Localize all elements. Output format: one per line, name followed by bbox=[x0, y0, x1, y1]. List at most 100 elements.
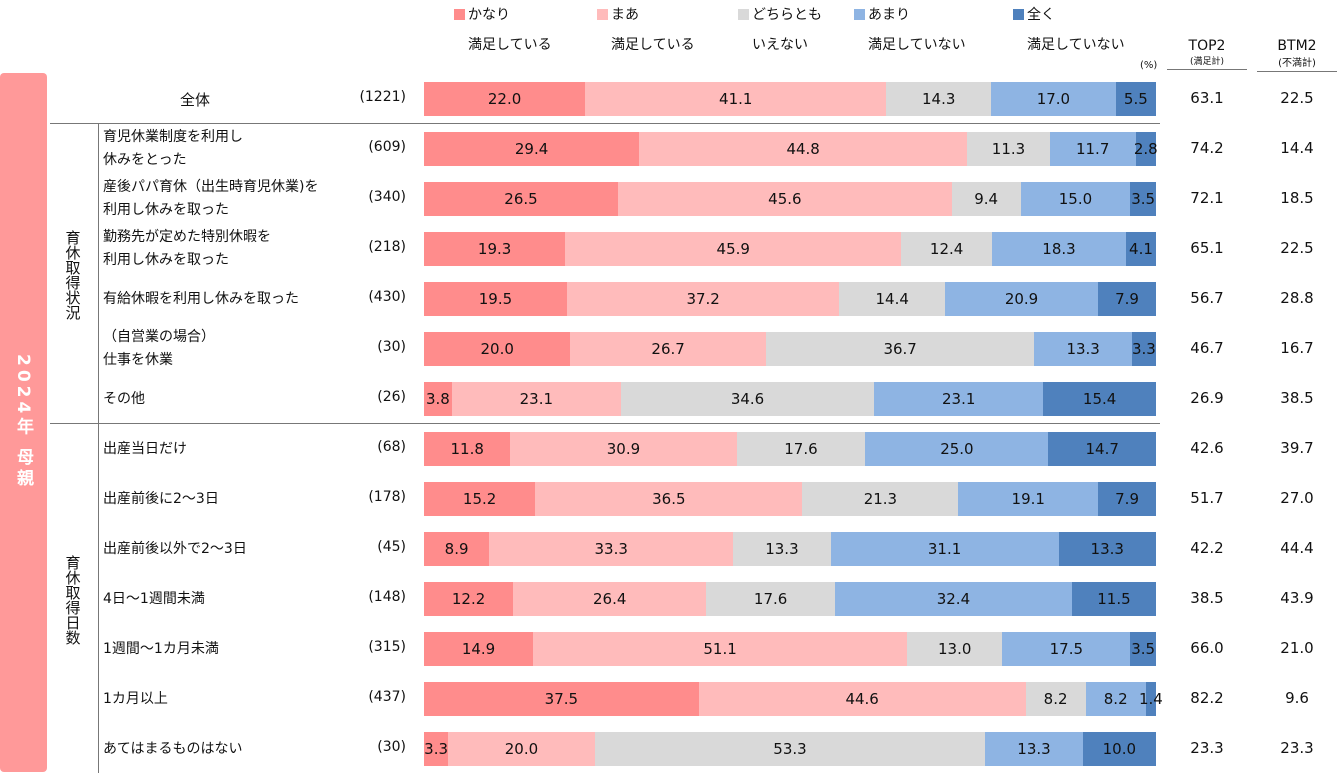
bar-value-label: 3.5 bbox=[1131, 640, 1156, 658]
bar-segment: 23.1 bbox=[451, 382, 621, 416]
legend-item: あまり bbox=[854, 4, 910, 24]
btm2-header: BTM2 (不満計) bbox=[1257, 38, 1337, 72]
bar-segment: 29.4 bbox=[424, 132, 640, 166]
bar-segment: 19.1 bbox=[958, 482, 1099, 516]
row-btm2: 27.0 bbox=[1280, 489, 1314, 507]
bar-value-label: 3.5 bbox=[1131, 190, 1156, 208]
bar-segment: 7.9 bbox=[1098, 282, 1156, 316]
row-n: (178) bbox=[368, 489, 406, 505]
bar-value-label: 19.1 bbox=[1011, 490, 1045, 508]
row-label: その他 bbox=[103, 390, 145, 407]
row-label: 出産前後以外で2～3日 bbox=[103, 540, 247, 557]
bar-value-label: 11.5 bbox=[1097, 590, 1131, 608]
row-btm2: 23.3 bbox=[1280, 739, 1314, 757]
bar-value-label: 21.3 bbox=[863, 490, 898, 508]
row-label: あてはまるものはない bbox=[103, 740, 243, 757]
bar-segment: 17.6 bbox=[706, 582, 835, 616]
divider bbox=[50, 123, 1160, 124]
bar-segment: 36.5 bbox=[535, 482, 803, 516]
bar-segment: 13.3 bbox=[733, 532, 831, 566]
legend-label-line2: 満足していない bbox=[868, 37, 966, 53]
bar-value-label: 14.7 bbox=[1085, 440, 1119, 458]
bar-segment: 2.8 bbox=[1134, 132, 1158, 166]
bar-segment: 41.1 bbox=[585, 82, 887, 116]
row-top2: 65.1 bbox=[1190, 239, 1224, 257]
row-n: (30) bbox=[377, 339, 406, 355]
bar-segment: 13.3 bbox=[985, 732, 1083, 766]
bar-value-label: 44.6 bbox=[845, 690, 879, 708]
bar-value-label: 9.4 bbox=[974, 190, 999, 208]
legend-label-line2: いえない bbox=[752, 37, 808, 53]
bar-segment: 14.3 bbox=[886, 82, 992, 116]
row-label: 1カ月以上 bbox=[103, 690, 168, 707]
row-btm2: 44.4 bbox=[1280, 539, 1314, 557]
bar-segment: 13.0 bbox=[907, 632, 1003, 666]
row-btm2: 38.5 bbox=[1280, 389, 1314, 407]
bar-value-label: 34.6 bbox=[730, 390, 765, 408]
row-n: (340) bbox=[368, 189, 406, 205]
bar-segment: 8.2 bbox=[1085, 682, 1146, 716]
legend-item: まあ bbox=[597, 4, 639, 24]
row-top2: 66.0 bbox=[1190, 639, 1224, 657]
bar-value-label: 36.5 bbox=[652, 490, 686, 508]
legend-swatch bbox=[1013, 8, 1024, 20]
bar-segment: 15.0 bbox=[1020, 182, 1131, 216]
bar-segment: 44.8 bbox=[639, 132, 968, 166]
divider bbox=[50, 423, 1160, 424]
bar-segment: 31.1 bbox=[830, 532, 1059, 566]
bar-value-label: 26.4 bbox=[593, 590, 627, 608]
group-label-status: 育休取得状況 bbox=[63, 230, 82, 320]
bar-value-label: 45.9 bbox=[716, 240, 750, 258]
bar-value-label: 11.7 bbox=[1075, 140, 1110, 158]
bar-value-label: 30.9 bbox=[606, 440, 641, 458]
bar-segment: 3.3 bbox=[424, 732, 449, 766]
legend-label: かなり bbox=[468, 7, 510, 23]
bar-value-label: 20.9 bbox=[1004, 290, 1039, 308]
bar-value-label: 10.0 bbox=[1102, 740, 1137, 758]
bar-segment: 9.4 bbox=[951, 182, 1021, 216]
bar-segment: 45.6 bbox=[617, 182, 952, 216]
bar-value-label: 20.0 bbox=[504, 740, 539, 758]
bar-value-label: 3.8 bbox=[425, 390, 450, 408]
bar-value-label: 22.0 bbox=[487, 90, 522, 108]
btm2-sub: (不満計) bbox=[1278, 58, 1316, 69]
bar-segment: 8.2 bbox=[1025, 682, 1086, 716]
bar-value-label: 31.1 bbox=[927, 540, 962, 558]
bar-value-label: 17.5 bbox=[1049, 640, 1084, 658]
row-label: 勤務先が定めた特別休暇を 利用し休みを取った bbox=[103, 229, 271, 268]
row-top2: 74.2 bbox=[1190, 139, 1224, 157]
bar-segment: 45.9 bbox=[565, 232, 902, 266]
bar-value-label: 33.3 bbox=[594, 540, 628, 558]
row-n: (609) bbox=[368, 139, 406, 155]
row-label: （自営業の場合） 仕事を休業 bbox=[103, 329, 215, 368]
bar-value-label: 13.3 bbox=[1090, 540, 1124, 558]
bar-segment: 7.9 bbox=[1098, 482, 1156, 516]
row-btm2: 21.0 bbox=[1280, 639, 1314, 657]
row-label: 全体 bbox=[179, 91, 210, 109]
bar-segment: 14.9 bbox=[424, 632, 534, 666]
bar-value-label: 36.7 bbox=[883, 340, 917, 358]
bar-segment: 3.5 bbox=[1130, 632, 1156, 666]
bar-segment: 3.3 bbox=[1131, 332, 1156, 366]
top2-header: TOP2 (満足計) bbox=[1167, 38, 1247, 70]
bar-segment: 1.4 bbox=[1139, 682, 1163, 716]
row-label: 4日～1週間未満 bbox=[103, 590, 205, 607]
row-top2: 72.1 bbox=[1190, 189, 1224, 207]
bar-segment: 53.3 bbox=[594, 732, 986, 766]
bar-segment: 17.0 bbox=[991, 82, 1116, 116]
row-n: (218) bbox=[368, 239, 406, 255]
bar-segment: 17.6 bbox=[736, 432, 866, 466]
bar-segment: 37.2 bbox=[566, 282, 840, 316]
bar-segment: 51.1 bbox=[533, 632, 908, 666]
bar-value-label: 8.2 bbox=[1103, 690, 1128, 708]
row-n: (315) bbox=[368, 639, 406, 655]
bar-segment: 3.8 bbox=[424, 382, 452, 416]
bar-value-label: 23.1 bbox=[942, 390, 976, 408]
bar-value-label: 32.4 bbox=[936, 590, 971, 608]
legend-label: 全く bbox=[1027, 7, 1055, 23]
legend-item: かなり bbox=[454, 4, 510, 24]
row-n: (68) bbox=[377, 439, 406, 455]
bar-segment: 20.0 bbox=[424, 332, 571, 366]
bar-value-label: 45.6 bbox=[768, 190, 802, 208]
row-n: (430) bbox=[368, 289, 406, 305]
